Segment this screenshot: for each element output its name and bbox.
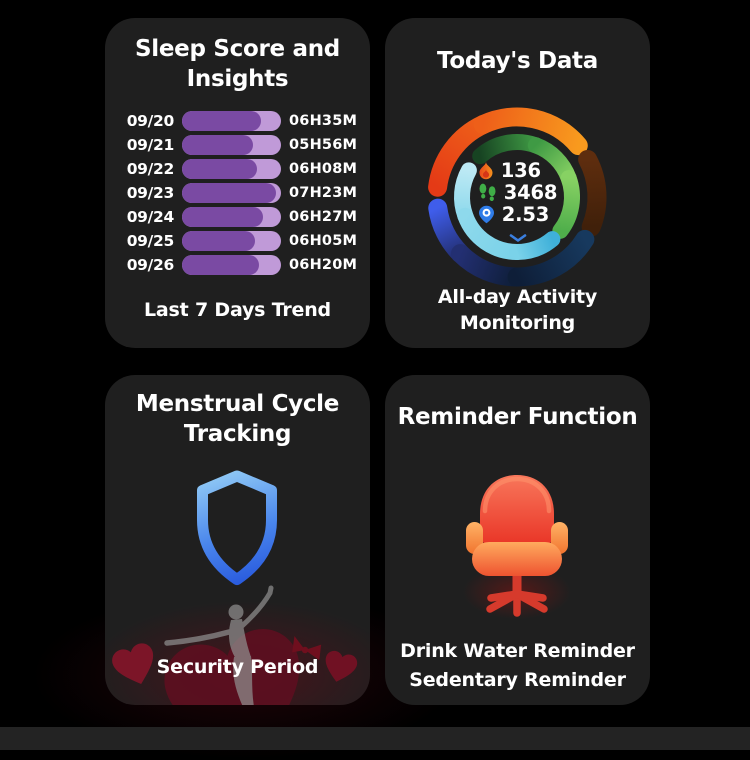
sleep-row-date: 09/21 bbox=[126, 136, 175, 154]
sleep-row-date: 09/25 bbox=[126, 232, 175, 250]
today-card-footer: All-day Activity Monitoring bbox=[437, 286, 598, 334]
sleep-bar-fill bbox=[182, 111, 262, 131]
sleep-bar-row: 09/22 06H08M bbox=[124, 157, 358, 181]
location-pin-icon bbox=[478, 205, 494, 223]
today-card-title: Today's Data bbox=[437, 48, 598, 74]
activity-stats: 136 3468 2.53 bbox=[385, 159, 650, 247]
sleep-bar-fill bbox=[182, 183, 277, 203]
bottom-bar bbox=[0, 727, 750, 750]
sleep-bar-track bbox=[182, 231, 281, 251]
chevron-down-icon bbox=[509, 234, 526, 242]
sleep-bar-fill bbox=[182, 207, 264, 227]
ring-segment-inner-cyan-3 bbox=[509, 231, 561, 260]
reminder-function-card: Reminder Function bbox=[385, 375, 650, 705]
sleep-card-title: Sleep Score and Insights bbox=[135, 36, 340, 92]
sleep-bar-fill bbox=[182, 159, 258, 179]
menstrual-card-label: Security Period bbox=[156, 656, 319, 678]
sleep-row-date: 09/22 bbox=[126, 160, 175, 178]
sleep-bar-row: 09/23 07H23M bbox=[124, 181, 358, 205]
activity-stats-list: 136 3468 2.53 bbox=[478, 158, 558, 226]
sleep-row-duration: 06H20M bbox=[289, 257, 358, 273]
sleep-bar-track bbox=[182, 207, 281, 227]
sleep-bar-row: 09/24 06H27M bbox=[124, 205, 358, 229]
menstrual-cycle-card: Menstrual Cycle Tracking bbox=[105, 375, 370, 705]
ring-segment-outer-blue-3 bbox=[507, 229, 595, 287]
sleep-card-footer: Last 7 Days Trend bbox=[144, 299, 331, 321]
reminder-card-title: Reminder Function bbox=[397, 404, 638, 430]
sleep-bar-row: 09/26 06H20M bbox=[124, 253, 358, 277]
flame-icon bbox=[479, 161, 493, 179]
sleep-bar-track bbox=[182, 255, 281, 275]
sleep-score-card: Sleep Score and Insights 09/20 06H35M 09/2… bbox=[105, 18, 370, 348]
sleep-row-duration: 06H27M bbox=[289, 209, 358, 225]
ring-segment-inner-green-3 bbox=[552, 170, 580, 239]
sleep-bar-fill bbox=[182, 135, 254, 155]
sleep-bar-row: 09/25 06H05M bbox=[124, 229, 358, 253]
steps-value: 3468 bbox=[503, 180, 558, 204]
ring-segment-outer-orange bbox=[473, 107, 588, 156]
dancer-silhouette bbox=[164, 585, 274, 705]
distance-stat: 2.53 bbox=[478, 202, 550, 226]
expand-chevron bbox=[509, 228, 527, 247]
ribbon-icon bbox=[292, 636, 322, 661]
drink-water-reminder-line: Drink Water Reminder bbox=[400, 640, 635, 662]
reminder-card-lines: Drink Water Reminder Sedentary Reminder bbox=[385, 637, 650, 695]
calories-stat: 136 bbox=[478, 158, 541, 182]
steps-stat: 3468 bbox=[478, 180, 558, 204]
ring-segment-outer-brown bbox=[578, 149, 607, 237]
chair-icon bbox=[463, 475, 571, 619]
sleep-bar-chart: 09/20 06H35M 09/21 05H56M 09/22 06H08M 09/23 07… bbox=[124, 109, 358, 277]
menstrual-card-title: Menstrual Cycle Tracking bbox=[135, 391, 340, 447]
shield-icon bbox=[197, 470, 277, 585]
sleep-row-date: 09/26 bbox=[126, 256, 175, 274]
sleep-bar-track bbox=[182, 111, 281, 131]
sleep-row-duration: 07H23M bbox=[289, 185, 358, 201]
sleep-row-duration: 05H56M bbox=[289, 137, 358, 153]
sleep-bar-row: 09/21 05H56M bbox=[124, 133, 358, 157]
sleep-bar-fill bbox=[182, 255, 260, 275]
sleep-bar-track bbox=[182, 135, 281, 155]
todays-data-card: Today's Data 136 bbox=[385, 18, 650, 348]
sleep-bar-track bbox=[182, 159, 281, 179]
sleep-row-duration: 06H35M bbox=[289, 113, 358, 129]
sedentary-reminder-line: Sedentary Reminder bbox=[409, 669, 626, 691]
sleep-bar-fill bbox=[182, 231, 256, 251]
activity-ring-chart bbox=[428, 107, 607, 287]
sleep-row-duration: 06H08M bbox=[289, 161, 358, 177]
menstrual-decoration bbox=[105, 585, 370, 705]
sleep-bar-track bbox=[182, 183, 281, 203]
ring-segment-inner-green-1 bbox=[472, 134, 544, 165]
sleep-row-date: 09/23 bbox=[126, 184, 175, 202]
footprints-icon bbox=[479, 183, 496, 201]
calories-value: 136 bbox=[500, 158, 541, 182]
sleep-row-date: 09/20 bbox=[126, 112, 175, 130]
sleep-row-duration: 06H05M bbox=[289, 233, 358, 249]
sleep-row-date: 09/24 bbox=[126, 208, 175, 226]
distance-value: 2.53 bbox=[501, 202, 550, 226]
sleep-bar-row: 09/20 06H35M bbox=[124, 109, 358, 133]
